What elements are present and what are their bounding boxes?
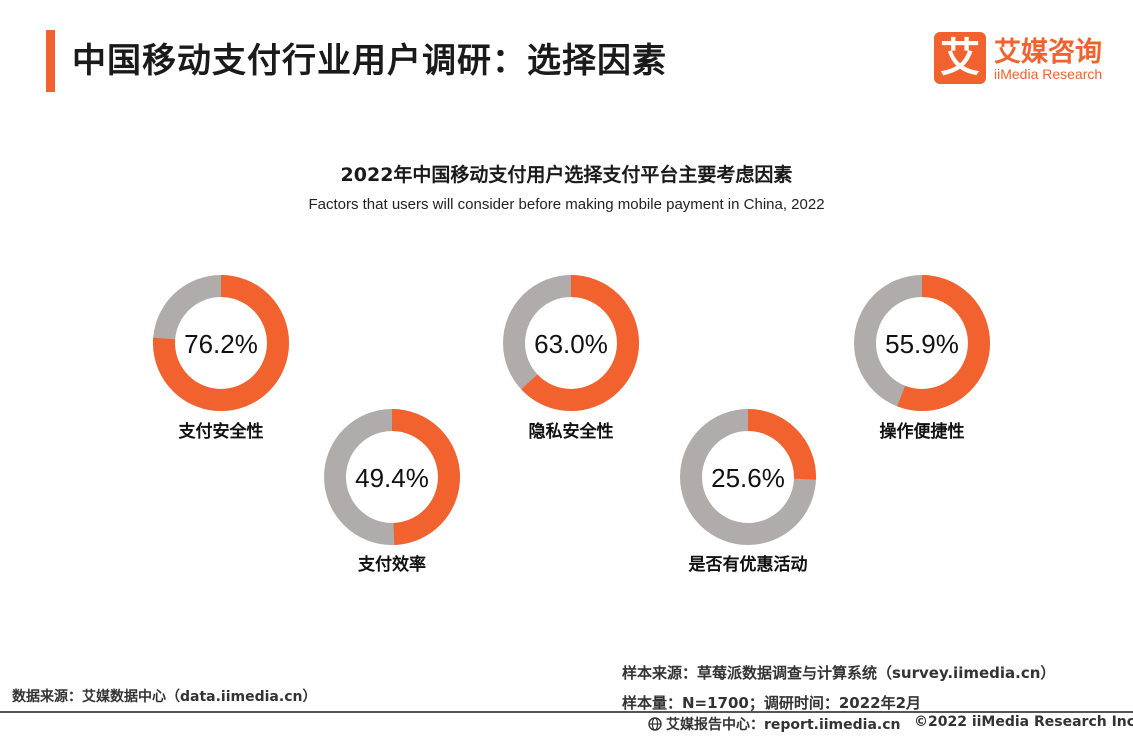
donut-5: 55.9% 操作便捷性 bbox=[854, 275, 990, 442]
donut-value-arc-5 bbox=[854, 275, 990, 411]
chart-subtitle: Factors that users will consider before … bbox=[308, 196, 825, 213]
sample-size: 样本量：N=1700；调研时间：2022年2月 bbox=[622, 694, 922, 712]
donut-value-arc-2 bbox=[324, 409, 460, 545]
report-center: 艾媒报告中心：report.iimedia.cn bbox=[648, 714, 901, 734]
logo-mark: 艾 bbox=[934, 32, 986, 84]
globe-icon bbox=[648, 717, 662, 731]
donut-value-arc-1 bbox=[153, 275, 289, 411]
donut-category-label-1: 支付安全性 bbox=[179, 421, 264, 442]
copyright: ©2022 iiMedia Research Inc bbox=[914, 714, 1133, 730]
footer-divider bbox=[0, 711, 1133, 713]
data-source: 数据来源：艾媒数据中心（data.iimedia.cn） bbox=[12, 689, 317, 705]
page-title: 中国移动支付行业用户调研：选择因素 bbox=[72, 41, 667, 81]
donut-value-label-2: 49.4% bbox=[355, 463, 429, 493]
donut-category-label-5: 操作便捷性 bbox=[880, 421, 965, 442]
donut-category-label-2: 支付效率 bbox=[358, 554, 426, 575]
donut-1: 76.2% 支付安全性 bbox=[153, 275, 289, 442]
donut-2: 49.4% 支付效率 bbox=[324, 409, 460, 575]
donut-3: 63.0% 隐私安全性 bbox=[503, 275, 639, 442]
title-accent-bar bbox=[46, 30, 55, 92]
logo-text-en: iiMedia Research bbox=[994, 66, 1103, 82]
donut-category-label-3: 隐私安全性 bbox=[529, 421, 614, 442]
donut-category-label-4: 是否有优惠活动 bbox=[689, 554, 808, 575]
iimedia-logo: 艾 艾媒咨询 iiMedia Research bbox=[934, 32, 1114, 88]
logo-text-cn: 艾媒咨询 bbox=[994, 37, 1102, 68]
report-center-text: 艾媒报告中心：report.iimedia.cn bbox=[666, 717, 901, 733]
donut-4: 25.6% 是否有优惠活动 bbox=[680, 409, 816, 575]
donut-value-arc-4 bbox=[680, 409, 816, 545]
donut-value-label-1: 76.2% bbox=[184, 329, 258, 359]
donut-value-label-5: 55.9% bbox=[885, 329, 959, 359]
donut-value-label-4: 25.6% bbox=[711, 463, 785, 493]
sample-source: 样本来源：草莓派数据调查与计算系统（survey.iimedia.cn） bbox=[622, 664, 1056, 682]
donut-value-arc-3 bbox=[503, 275, 639, 411]
chart-title: 2022年中国移动支付用户选择支付平台主要考虑因素 bbox=[340, 164, 793, 186]
donut-value-label-3: 63.0% bbox=[534, 329, 608, 359]
